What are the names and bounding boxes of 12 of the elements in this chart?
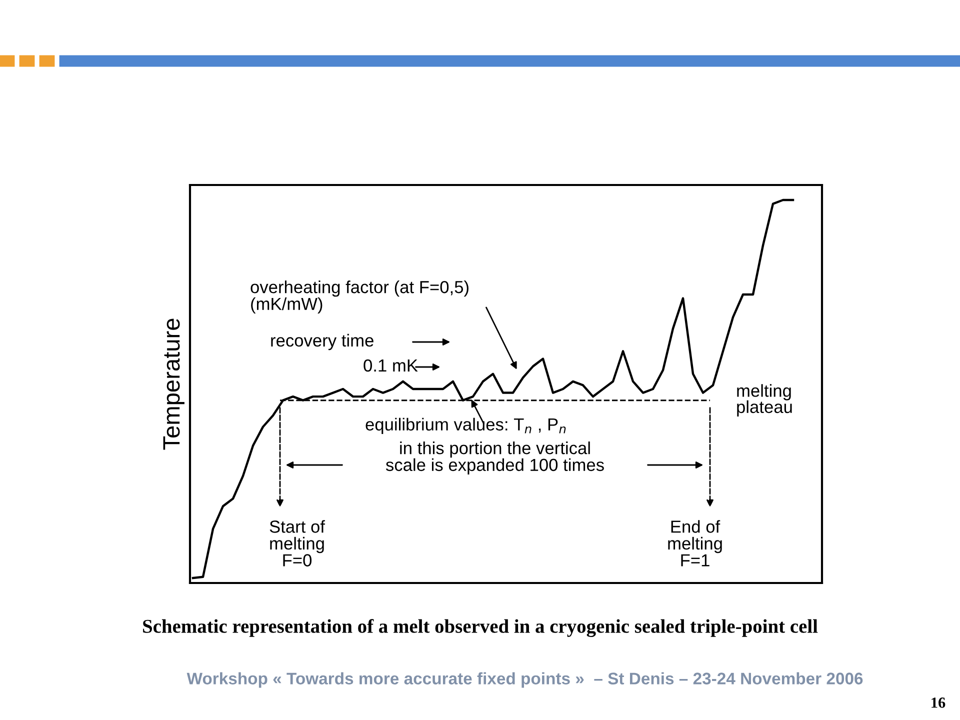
annotation: overheating factor (at F=0,5) (mK/mW): [250, 280, 468, 314]
text: Workshop « Towards more accurate fixed points » – St Denis – 23-24 November 2006: [186, 672, 863, 688]
ref-line-label: melting plateau: [737, 384, 792, 417]
annotation: equilibrium values: T$_{n}$ , P$_{n}$: [366, 418, 566, 434]
y-axis-title: Temperature: [163, 318, 184, 450]
annotation: End of melting F=1: [668, 520, 722, 566]
text: Schematic representation of a melt observed in a cryogenic sealed triple-point cell: [143, 619, 818, 637]
annotation: in this portion the vertical scale is expanded 100 times: [386, 442, 604, 474]
annotation: recovery time: [271, 334, 374, 350]
text: 16: [932, 698, 946, 708]
annotation: Start of melting F=0: [270, 520, 326, 566]
annotation: 0.1 mK: [364, 359, 418, 372]
